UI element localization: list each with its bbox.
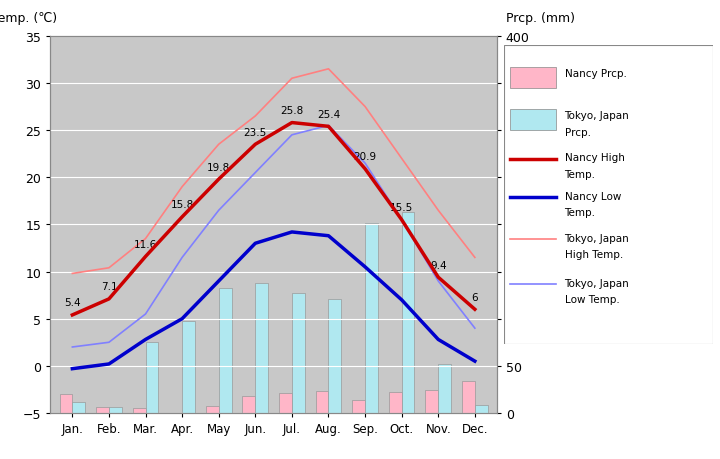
Bar <box>438 364 451 413</box>
Bar <box>510 68 556 89</box>
Bar <box>475 406 487 413</box>
Bar <box>352 400 365 413</box>
Text: High Temp.: High Temp. <box>564 250 623 260</box>
Bar <box>426 391 438 413</box>
Bar <box>365 223 378 413</box>
Text: Nancy Low: Nancy Low <box>564 191 621 202</box>
Text: 25.4: 25.4 <box>317 110 340 119</box>
Text: 7.1: 7.1 <box>101 282 117 292</box>
Bar <box>96 408 109 413</box>
Text: 11.6: 11.6 <box>134 240 157 249</box>
Text: 6: 6 <box>472 292 478 302</box>
Text: Prcp.: Prcp. <box>564 128 590 137</box>
Bar <box>279 393 292 413</box>
Bar <box>132 409 145 413</box>
Bar <box>315 392 328 413</box>
Bar <box>243 396 256 413</box>
Text: Temp.: Temp. <box>564 169 595 179</box>
Bar <box>510 110 556 131</box>
Text: Tokyo, Japan: Tokyo, Japan <box>564 278 629 288</box>
Text: 15.5: 15.5 <box>390 203 413 213</box>
Text: Temp.: Temp. <box>564 208 595 218</box>
Text: 19.8: 19.8 <box>207 162 230 172</box>
Text: 25.8: 25.8 <box>280 106 304 116</box>
Bar <box>60 394 72 413</box>
Bar <box>72 402 85 413</box>
Text: Temp. (℃): Temp. (℃) <box>0 12 58 25</box>
Bar <box>145 342 158 413</box>
Text: 20.9: 20.9 <box>354 152 377 162</box>
Text: Prcp. (mm): Prcp. (mm) <box>505 12 575 25</box>
Bar <box>219 288 232 413</box>
Bar <box>256 283 268 413</box>
Text: Nancy High: Nancy High <box>564 153 624 163</box>
Bar <box>402 213 415 413</box>
Text: 9.4: 9.4 <box>430 260 446 270</box>
Bar <box>328 299 341 413</box>
Text: Low Temp.: Low Temp. <box>564 295 619 304</box>
Text: 23.5: 23.5 <box>243 128 267 137</box>
Bar <box>182 321 195 413</box>
Bar <box>389 392 402 413</box>
Text: Tokyo, Japan: Tokyo, Japan <box>564 111 629 121</box>
Bar <box>292 294 305 413</box>
Bar <box>462 381 475 413</box>
Text: Tokyo, Japan: Tokyo, Japan <box>564 233 629 243</box>
Text: 5.4: 5.4 <box>64 298 81 308</box>
Bar <box>109 408 122 413</box>
Bar <box>206 407 219 413</box>
Text: 15.8: 15.8 <box>171 200 194 210</box>
Text: Nancy Prcp.: Nancy Prcp. <box>564 69 626 79</box>
